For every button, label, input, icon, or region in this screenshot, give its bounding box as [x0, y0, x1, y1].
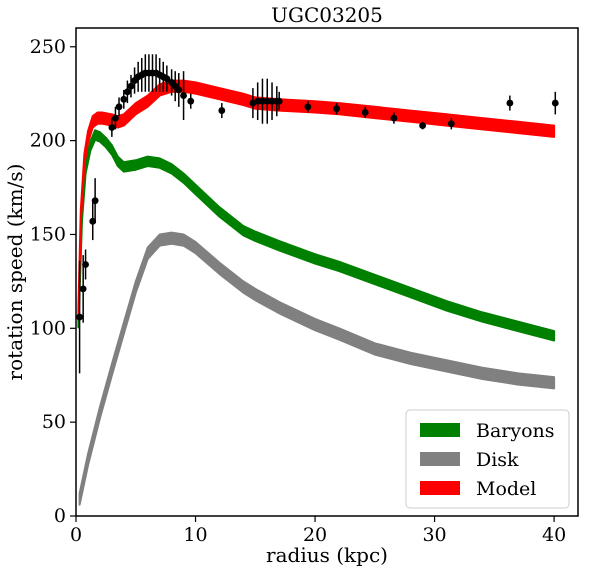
plot-frame [75, 27, 579, 517]
legend-label-model: Model [476, 478, 536, 500]
legend-label-disk: Disk [476, 449, 519, 471]
data-point [506, 99, 514, 107]
axis-ticks: 0 10 20 30 40 0 50 100 150 200 250 [30, 36, 566, 546]
data-point [79, 285, 87, 293]
data-point [218, 107, 226, 114]
y-tick-label: 200 [30, 130, 66, 152]
data-point [82, 261, 89, 268]
x-tick-label: 30 [422, 524, 446, 546]
chart-title: UGC03205 [271, 3, 383, 27]
data-point [175, 86, 183, 94]
series-band-model [77, 79, 556, 320]
y-tick-label: 50 [42, 411, 66, 433]
data-point [76, 313, 83, 321]
plot-area [76, 54, 559, 506]
y-tick-label: 100 [30, 317, 66, 339]
legend-swatch-model [420, 481, 460, 495]
data-point [120, 95, 128, 103]
x-tick-label: 0 [70, 524, 82, 546]
y-tick-label: 250 [30, 36, 66, 58]
data-point [180, 92, 187, 99]
x-tick-label: 10 [183, 524, 207, 546]
legend-swatch-disk [420, 452, 460, 466]
data-point [263, 97, 271, 105]
data-point [127, 82, 135, 90]
data-point [361, 109, 369, 116]
data-point [447, 120, 455, 128]
data-point [551, 99, 559, 107]
series-band-disk [78, 231, 556, 506]
y-tick-label: 150 [30, 223, 66, 245]
y-axis-label: rotation speed (km/s) [3, 164, 27, 381]
data-point [259, 97, 266, 105]
data-point [333, 105, 340, 113]
data-point [390, 114, 398, 122]
data-point [108, 124, 116, 131]
series-band-baryons [77, 129, 556, 342]
y-tick-label: 0 [54, 505, 66, 527]
data-point [419, 122, 427, 129]
data-point [254, 97, 262, 105]
data-point [123, 88, 131, 96]
data-point [163, 75, 171, 83]
legend: Baryons Disk Model [405, 409, 570, 509]
data-point [275, 97, 283, 105]
x-axis-label: radius (kpc) [266, 543, 388, 567]
legend-swatch-baryons [420, 423, 460, 437]
data-point [112, 114, 119, 122]
data-point [91, 197, 99, 205]
data-point [304, 103, 312, 111]
x-tick-label: 40 [542, 524, 566, 546]
legend-label-baryons: Baryons [476, 420, 555, 442]
x-tick-label: 20 [303, 524, 327, 546]
data-point [115, 103, 123, 111]
data-point [187, 97, 195, 105]
data-point [268, 97, 276, 105]
